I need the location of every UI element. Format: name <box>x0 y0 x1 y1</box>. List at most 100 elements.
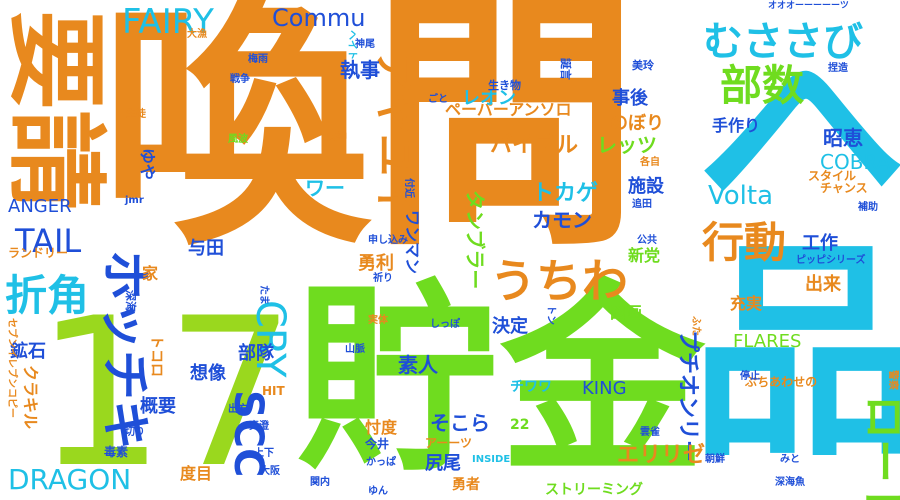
word-eririze: エリリゼ <box>617 443 706 468</box>
word-pippi-series: ピッピシリーズ <box>796 255 866 266</box>
word-sensou: 戦争 <box>230 74 250 85</box>
word-leon: レオン <box>462 88 516 109</box>
word-kamon: カモン <box>532 208 592 232</box>
word-kurakiru: クラキル <box>21 365 40 430</box>
word-lets: レッツ <box>597 133 657 157</box>
word-yoda: 与田 <box>188 238 224 259</box>
word-volta: Volta <box>708 181 774 211</box>
word-hibari: 雲雀 <box>640 427 660 438</box>
word-kanmon: 喚問 <box>100 0 640 282</box>
word-dragon: DRAGON <box>8 463 132 496</box>
word-tama: たま <box>258 285 269 305</box>
word-sokora: そこら <box>430 411 490 435</box>
word-shisetsu: 施設 <box>628 176 664 197</box>
word-tokage: トカゲ <box>532 181 599 206</box>
word-moushikomi: 申し込み <box>368 235 408 246</box>
word-anger: ANGER <box>8 196 72 217</box>
word-cry: CRY <box>247 300 293 378</box>
word-hojo: 補助 <box>858 202 878 213</box>
word-yuya: ゆや <box>138 148 157 181</box>
word-kappa: かっぱ <box>366 457 396 468</box>
word-inori: 祈り <box>373 273 393 284</box>
word-road: ロード <box>858 395 900 500</box>
word-mirei: 美玲 <box>632 59 654 72</box>
word-cobra: COBRA <box>820 150 891 174</box>
word-musasabi: むささび <box>703 19 863 65</box>
word-tail: TAIL <box>15 222 82 260</box>
word-shitsuji: 執事 <box>340 58 380 82</box>
word-fuuha: 風波 <box>228 134 248 145</box>
word-seito: 生徒 <box>126 109 146 120</box>
word-ie: 家 <box>142 264 159 283</box>
word-ooo-tsu: オオオーーーーーツ <box>768 1 849 11</box>
word-dekata: 出方 <box>228 404 248 415</box>
word-tangen: 誕言 <box>559 58 572 80</box>
word-zuga: 図画 <box>610 303 643 322</box>
word-netsuzou: 捏造 <box>828 63 848 74</box>
word-fukin: 付近 <box>403 178 414 198</box>
word-yuusha: 勇者 <box>452 477 480 493</box>
word-butai: 部隊 <box>238 343 274 364</box>
word-shinkai: 深海 <box>124 290 137 312</box>
word-tezukuri: 手作り <box>712 116 761 135</box>
word-shippo: しっぽ <box>430 319 460 330</box>
word-keisatsu: 警察 <box>887 370 898 390</box>
word-tairyou: 大漁 <box>187 29 207 40</box>
word-22: 22 <box>510 417 530 433</box>
word-shina: 品 <box>690 221 900 488</box>
word-juujitsu: 充実 <box>730 294 763 313</box>
word-style: スタイル <box>808 169 857 183</box>
word-akie: 昭恵 <box>823 126 863 150</box>
word-imai: 今井 <box>365 437 390 451</box>
word-sanmyaku: 山脈 <box>345 344 365 355</box>
word-ton: トン <box>545 305 556 325</box>
word-chance: チャンス <box>820 181 868 195</box>
word-jittai: 実体 <box>368 315 388 326</box>
word-sekkaku: 折角 <box>5 271 90 320</box>
word-bible: バイブル <box>490 133 579 158</box>
word-yuri: 勇利 <box>358 253 394 274</box>
word-shirouto: 素人 <box>398 353 438 377</box>
word-shintou: 新党 <box>628 246 661 265</box>
word-flares: FLARES <box>733 331 802 352</box>
word-yun: ゆん <box>368 486 388 497</box>
word-koukyou: 公共 <box>637 235 657 246</box>
word-souzou: 想像 <box>190 363 226 384</box>
word-paper-anthology: ペーパーアンソロ <box>445 100 572 119</box>
word-seven-eleven: セブンイレブンコピー <box>6 318 17 418</box>
word-shinkaigyo: 深海魚 <box>775 477 805 488</box>
word-busuu: 部数 <box>720 61 805 110</box>
word-masumi: 真澄 <box>249 421 269 432</box>
word-kiri: 切り <box>125 427 145 438</box>
word-17: 17 <box>35 275 296 500</box>
word-king: KING <box>582 378 627 399</box>
word-nobori: のぼり <box>610 113 664 134</box>
word-tokoro: トコロ <box>148 335 164 377</box>
word-kakuji: 各自 <box>640 157 660 168</box>
word-yousei: 要請 <box>0 10 114 210</box>
word-chiwawa: チワワ <box>510 379 552 395</box>
word-mito: みと <box>780 454 800 465</box>
word-jigo: 事後 <box>612 88 648 109</box>
word-waa: ワー <box>305 176 345 200</box>
word-tumbler: タンブラー <box>463 190 487 290</box>
word-koudou: 行動 <box>702 218 787 267</box>
word-hit: HIT <box>262 384 285 398</box>
word-streaming: ストリーミング <box>545 482 643 498</box>
word-jmr: jmr <box>125 195 144 206</box>
word-inside: INSIDE <box>472 454 511 465</box>
word-kamio: 神尾 <box>355 39 375 50</box>
word-fairy: FAIRY <box>122 2 214 42</box>
word-chousen: 朝鮮 <box>705 454 725 465</box>
word-commu: Commu <box>272 4 366 32</box>
word-puchiawase: ぷちあわせの <box>745 375 818 389</box>
word-aatsu: アーーツ <box>425 436 473 450</box>
word-gaiyou: 概要 <box>140 396 176 417</box>
word-teishi: 停止 <box>740 371 760 382</box>
word-dokuso: 毒素 <box>104 445 129 459</box>
word-osaka: 大阪 <box>260 466 280 477</box>
word-kannai: 関内 <box>310 477 330 488</box>
word-dome: 度目 <box>180 464 213 483</box>
word-futa: ふた <box>690 316 701 336</box>
